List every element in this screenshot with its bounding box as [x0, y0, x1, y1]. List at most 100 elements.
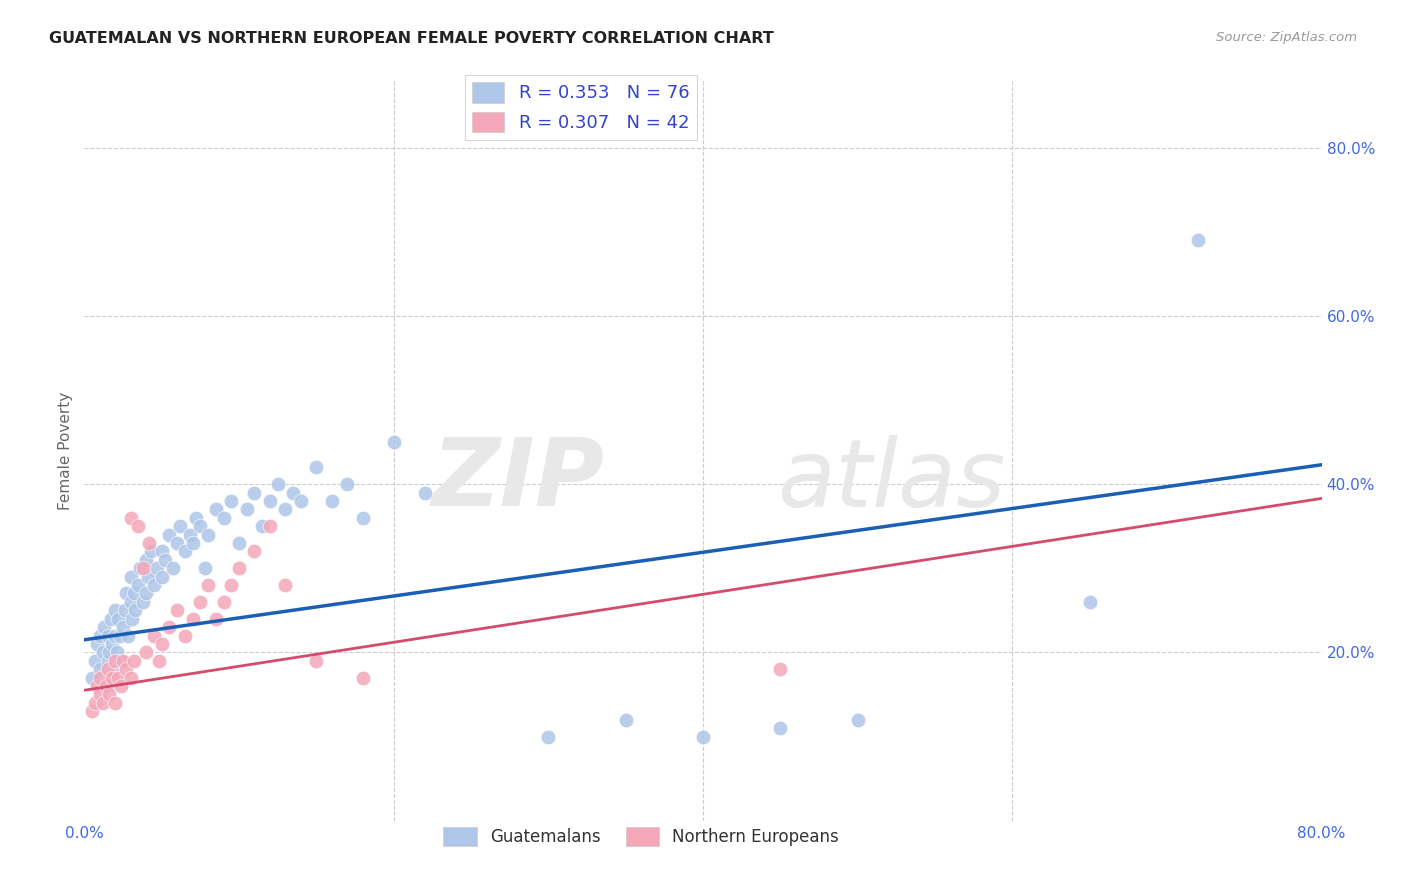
Point: [96, 628, 118, 642]
Point: [228, 561, 250, 575]
Point: [135, 553, 157, 567]
Point: [336, 477, 359, 491]
Point: [117, 628, 139, 642]
Point: [110, 654, 132, 668]
Point: [219, 578, 242, 592]
Point: [281, 485, 305, 500]
Point: [89, 671, 111, 685]
Point: [150, 637, 173, 651]
Point: [212, 595, 235, 609]
Text: GUATEMALAN VS NORTHERN EUROPEAN FEMALE POVERTY CORRELATION CHART: GUATEMALAN VS NORTHERN EUROPEAN FEMALE P…: [49, 31, 773, 46]
Point: [243, 544, 266, 558]
Point: [290, 494, 312, 508]
Point: [104, 603, 127, 617]
Point: [107, 671, 129, 685]
Point: [104, 696, 127, 710]
Point: [132, 595, 155, 609]
Point: [174, 628, 197, 642]
Point: [112, 620, 135, 634]
Point: [108, 628, 131, 642]
Point: [769, 662, 792, 676]
Point: [162, 561, 184, 575]
Point: [166, 536, 188, 550]
Point: [82, 671, 104, 685]
Point: [105, 645, 128, 659]
Point: [122, 654, 145, 668]
Point: [413, 485, 436, 500]
Legend: Guatemalans, Northern Europeans: Guatemalans, Northern Europeans: [437, 821, 845, 853]
Point: [614, 713, 637, 727]
Point: [96, 662, 118, 676]
Y-axis label: Female Poverty: Female Poverty: [58, 392, 73, 509]
Point: [86, 679, 108, 693]
Point: [93, 620, 115, 634]
Point: [146, 561, 169, 575]
Point: [107, 612, 129, 626]
Point: [184, 510, 207, 524]
Point: [98, 688, 121, 702]
Point: [188, 595, 211, 609]
Point: [82, 704, 104, 718]
Point: [132, 561, 155, 575]
Point: [174, 544, 197, 558]
Point: [101, 671, 124, 685]
Point: [138, 536, 160, 550]
Point: [769, 721, 792, 735]
Point: [228, 536, 250, 550]
Point: [120, 671, 142, 685]
Point: [235, 502, 259, 516]
Point: [103, 662, 125, 676]
Point: [139, 544, 162, 558]
Point: [150, 569, 173, 583]
Point: [135, 645, 157, 659]
Point: [143, 628, 166, 642]
Point: [120, 510, 142, 524]
Point: [89, 628, 111, 642]
Point: [159, 620, 180, 634]
Point: [537, 730, 560, 744]
Point: [89, 688, 111, 702]
Point: [104, 628, 127, 642]
Point: [101, 637, 124, 651]
Point: [243, 485, 266, 500]
Point: [169, 519, 191, 533]
Point: [110, 679, 132, 693]
Point: [188, 519, 211, 533]
Point: [250, 519, 273, 533]
Point: [98, 645, 121, 659]
Point: [305, 654, 328, 668]
Point: [91, 696, 114, 710]
Point: [259, 494, 281, 508]
Point: [305, 460, 328, 475]
Point: [122, 586, 145, 600]
Point: [219, 494, 242, 508]
Point: [1187, 233, 1209, 247]
Point: [274, 502, 297, 516]
Point: [692, 730, 714, 744]
Point: [100, 612, 122, 626]
Point: [120, 595, 142, 609]
Point: [382, 435, 405, 450]
Point: [86, 637, 108, 651]
Point: [104, 654, 127, 668]
Point: [179, 527, 201, 541]
Point: [181, 612, 204, 626]
Point: [259, 519, 281, 533]
Point: [135, 586, 157, 600]
Point: [91, 645, 114, 659]
Point: [136, 569, 159, 583]
Point: [114, 603, 136, 617]
Point: [159, 527, 180, 541]
Text: ZIP: ZIP: [432, 434, 605, 526]
Point: [115, 586, 138, 600]
Point: [846, 713, 869, 727]
Point: [197, 527, 219, 541]
Point: [205, 612, 228, 626]
Point: [166, 603, 188, 617]
Point: [205, 502, 228, 516]
Point: [150, 544, 173, 558]
Point: [84, 654, 107, 668]
Point: [212, 510, 235, 524]
Point: [274, 578, 297, 592]
Point: [197, 578, 219, 592]
